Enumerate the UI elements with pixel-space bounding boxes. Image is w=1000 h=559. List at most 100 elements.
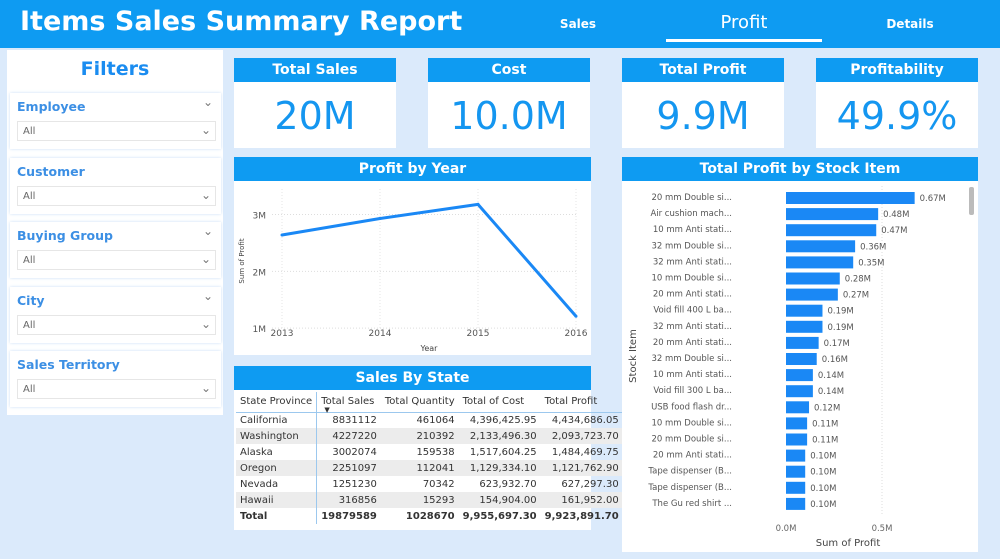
column-header[interactable]: Total Profit	[540, 392, 623, 413]
table-cell: 1,121,762.90	[540, 460, 623, 476]
category-label: 32 mm Anti stati...	[653, 322, 732, 332]
kpi-value: 10.0M	[450, 94, 568, 138]
slicer-sales-territory: Sales Territory All ⌄	[10, 351, 221, 407]
table-cell: 623,932.70	[479, 478, 537, 490]
nav-details[interactable]: Details	[886, 17, 934, 31]
data-label: 0.10M	[810, 468, 836, 478]
data-label: 0.19M	[827, 323, 853, 333]
x-tick-label: 2015	[467, 329, 490, 339]
sales-by-state-table: State Province Total Sales ▼ Total Quantity…	[236, 392, 623, 524]
table-total-row: Total 19879589 1028670 9,955,697.30 9,923,89…	[236, 508, 623, 524]
table-row: California 8831112 461064 4,396,425.95 4,434…	[236, 412, 623, 428]
chart-title: Profit by Year	[234, 157, 591, 181]
y-axis-title: Sum of Profit	[238, 238, 246, 283]
table-cell: 1251230	[332, 478, 377, 490]
nav-profit[interactable]: Profit	[720, 12, 768, 33]
table-title: Sales By State	[234, 366, 591, 390]
data-label: 0.14M	[818, 387, 844, 397]
slicer-dropdown[interactable]: All ⌄	[17, 379, 216, 399]
table-cell: Oregon	[236, 460, 318, 476]
table-total-cell: 1028670	[405, 510, 455, 522]
chevron-down-icon: ⌄	[200, 381, 211, 395]
slicer-label: Customer	[17, 164, 85, 179]
y-tick-label: 3M	[253, 212, 267, 222]
category-label: USB food flash dr...	[651, 402, 732, 412]
table-row: Oregon 2251097 112041 1,129,334.10 1,121,762…	[236, 460, 623, 476]
bar	[786, 304, 823, 317]
category-label: 10 mm Double si...	[652, 274, 733, 284]
category-label: Void fill 300 L ba...	[653, 386, 732, 396]
table-cell: 4227220	[316, 428, 381, 444]
category-label: 10 mm Anti stati...	[653, 225, 732, 235]
data-point	[280, 233, 284, 237]
kpi-total-sales: Total Sales 20M	[234, 58, 396, 148]
slicer-dropdown[interactable]: All ⌄	[17, 315, 216, 335]
category-label: Air cushion mach...	[650, 209, 732, 219]
table-cell: 8831112	[332, 414, 377, 426]
table-cell: 161,952.00	[540, 492, 623, 508]
category-label: 20 mm Double si...	[652, 193, 733, 203]
filters-panel: Filters Employee ⌄ All ⌄ Customer All ⌄ Buying …	[7, 50, 223, 415]
table-cell: 4,396,425.95	[469, 414, 537, 426]
table-row: Washington 4227220 210392 2,133,496.30 2,093…	[236, 428, 623, 444]
table-header-row: State Province Total Sales ▼ Total Quantity…	[236, 392, 623, 414]
table-total-cell: Total	[236, 508, 318, 524]
table-total-cell: 9,955,697.30	[462, 510, 537, 522]
slicer-label: Buying Group	[17, 228, 113, 243]
chart-title: Total Profit by Stock Item	[622, 157, 978, 181]
x-tick-label: 0.5M	[872, 524, 893, 534]
table-cell: Washington	[236, 428, 318, 444]
chevron-down-icon[interactable]: ⌄	[202, 224, 213, 238]
table-row: Nevada 1251230 70342 623,932.70 627,297.30	[236, 476, 623, 492]
slicer-label: City	[17, 293, 45, 308]
data-label: 0.14M	[818, 371, 844, 381]
column-header[interactable]: Total Sales ▼	[316, 392, 381, 414]
header-bar: Items Sales Summary Report Sales Profit …	[0, 0, 1000, 48]
bar	[786, 449, 806, 462]
nav-sales[interactable]: Sales	[559, 17, 597, 31]
table-cell: 4,434,686.05	[551, 414, 619, 426]
chevron-down-icon[interactable]: ⌄	[202, 289, 213, 303]
data-label: 0.35M	[858, 258, 884, 268]
slicer-label: Employee	[17, 99, 86, 114]
table-cell: 154,904.00	[458, 492, 541, 508]
data-label: 0.10M	[810, 500, 836, 510]
category-label: Tape dispenser (B...	[647, 467, 732, 477]
bar	[786, 385, 813, 398]
column-header[interactable]: State Province	[236, 392, 318, 413]
data-label: 0.19M	[827, 307, 853, 317]
kpi-value: 49.9%	[836, 94, 958, 138]
slicer-dropdown[interactable]: All ⌄	[17, 186, 216, 206]
bar	[786, 288, 838, 301]
slicer-dropdown[interactable]: All ⌄	[17, 250, 216, 270]
chart-scrollbar[interactable]	[969, 187, 974, 215]
data-label: 0.12M	[814, 403, 840, 413]
data-point	[574, 314, 578, 318]
chevron-down-icon[interactable]: ⌄	[202, 95, 213, 109]
table-row: Hawaii 316856 15293 154,904.00 161,952.00	[236, 492, 623, 508]
bar	[786, 240, 856, 253]
table-cell: Hawaii	[236, 492, 318, 508]
kpi-label: Profitability	[816, 58, 978, 82]
category-label: 20 mm Anti stati...	[653, 290, 732, 300]
bar	[786, 401, 810, 414]
column-header[interactable]: Total Quantity	[380, 392, 459, 413]
chevron-down-icon: ⌄	[200, 317, 211, 331]
slicer-value: All	[23, 320, 36, 331]
bar	[786, 336, 819, 349]
slicer-value: All	[23, 384, 36, 395]
bar	[786, 497, 806, 510]
slicer-dropdown[interactable]: All ⌄	[17, 121, 216, 141]
bar	[786, 465, 806, 478]
table-row: Alaska 3002074 159538 1,517,604.25 1,484,469…	[236, 444, 623, 460]
x-axis-title: Year	[420, 344, 439, 353]
slicer-buying-group: Buying Group ⌄ All ⌄	[10, 222, 221, 278]
category-label: 20 mm Double si...	[652, 435, 733, 445]
sales-by-state-card: Sales By State State Province Total Sales…	[234, 366, 623, 530]
data-label: 0.48M	[883, 210, 909, 220]
report-title: Items Sales Summary Report	[20, 6, 463, 37]
kpi-label: Total Sales	[234, 58, 396, 82]
column-header[interactable]: Total of Cost	[458, 392, 541, 413]
table-cell: California	[236, 412, 318, 428]
filters-title: Filters	[80, 58, 150, 80]
